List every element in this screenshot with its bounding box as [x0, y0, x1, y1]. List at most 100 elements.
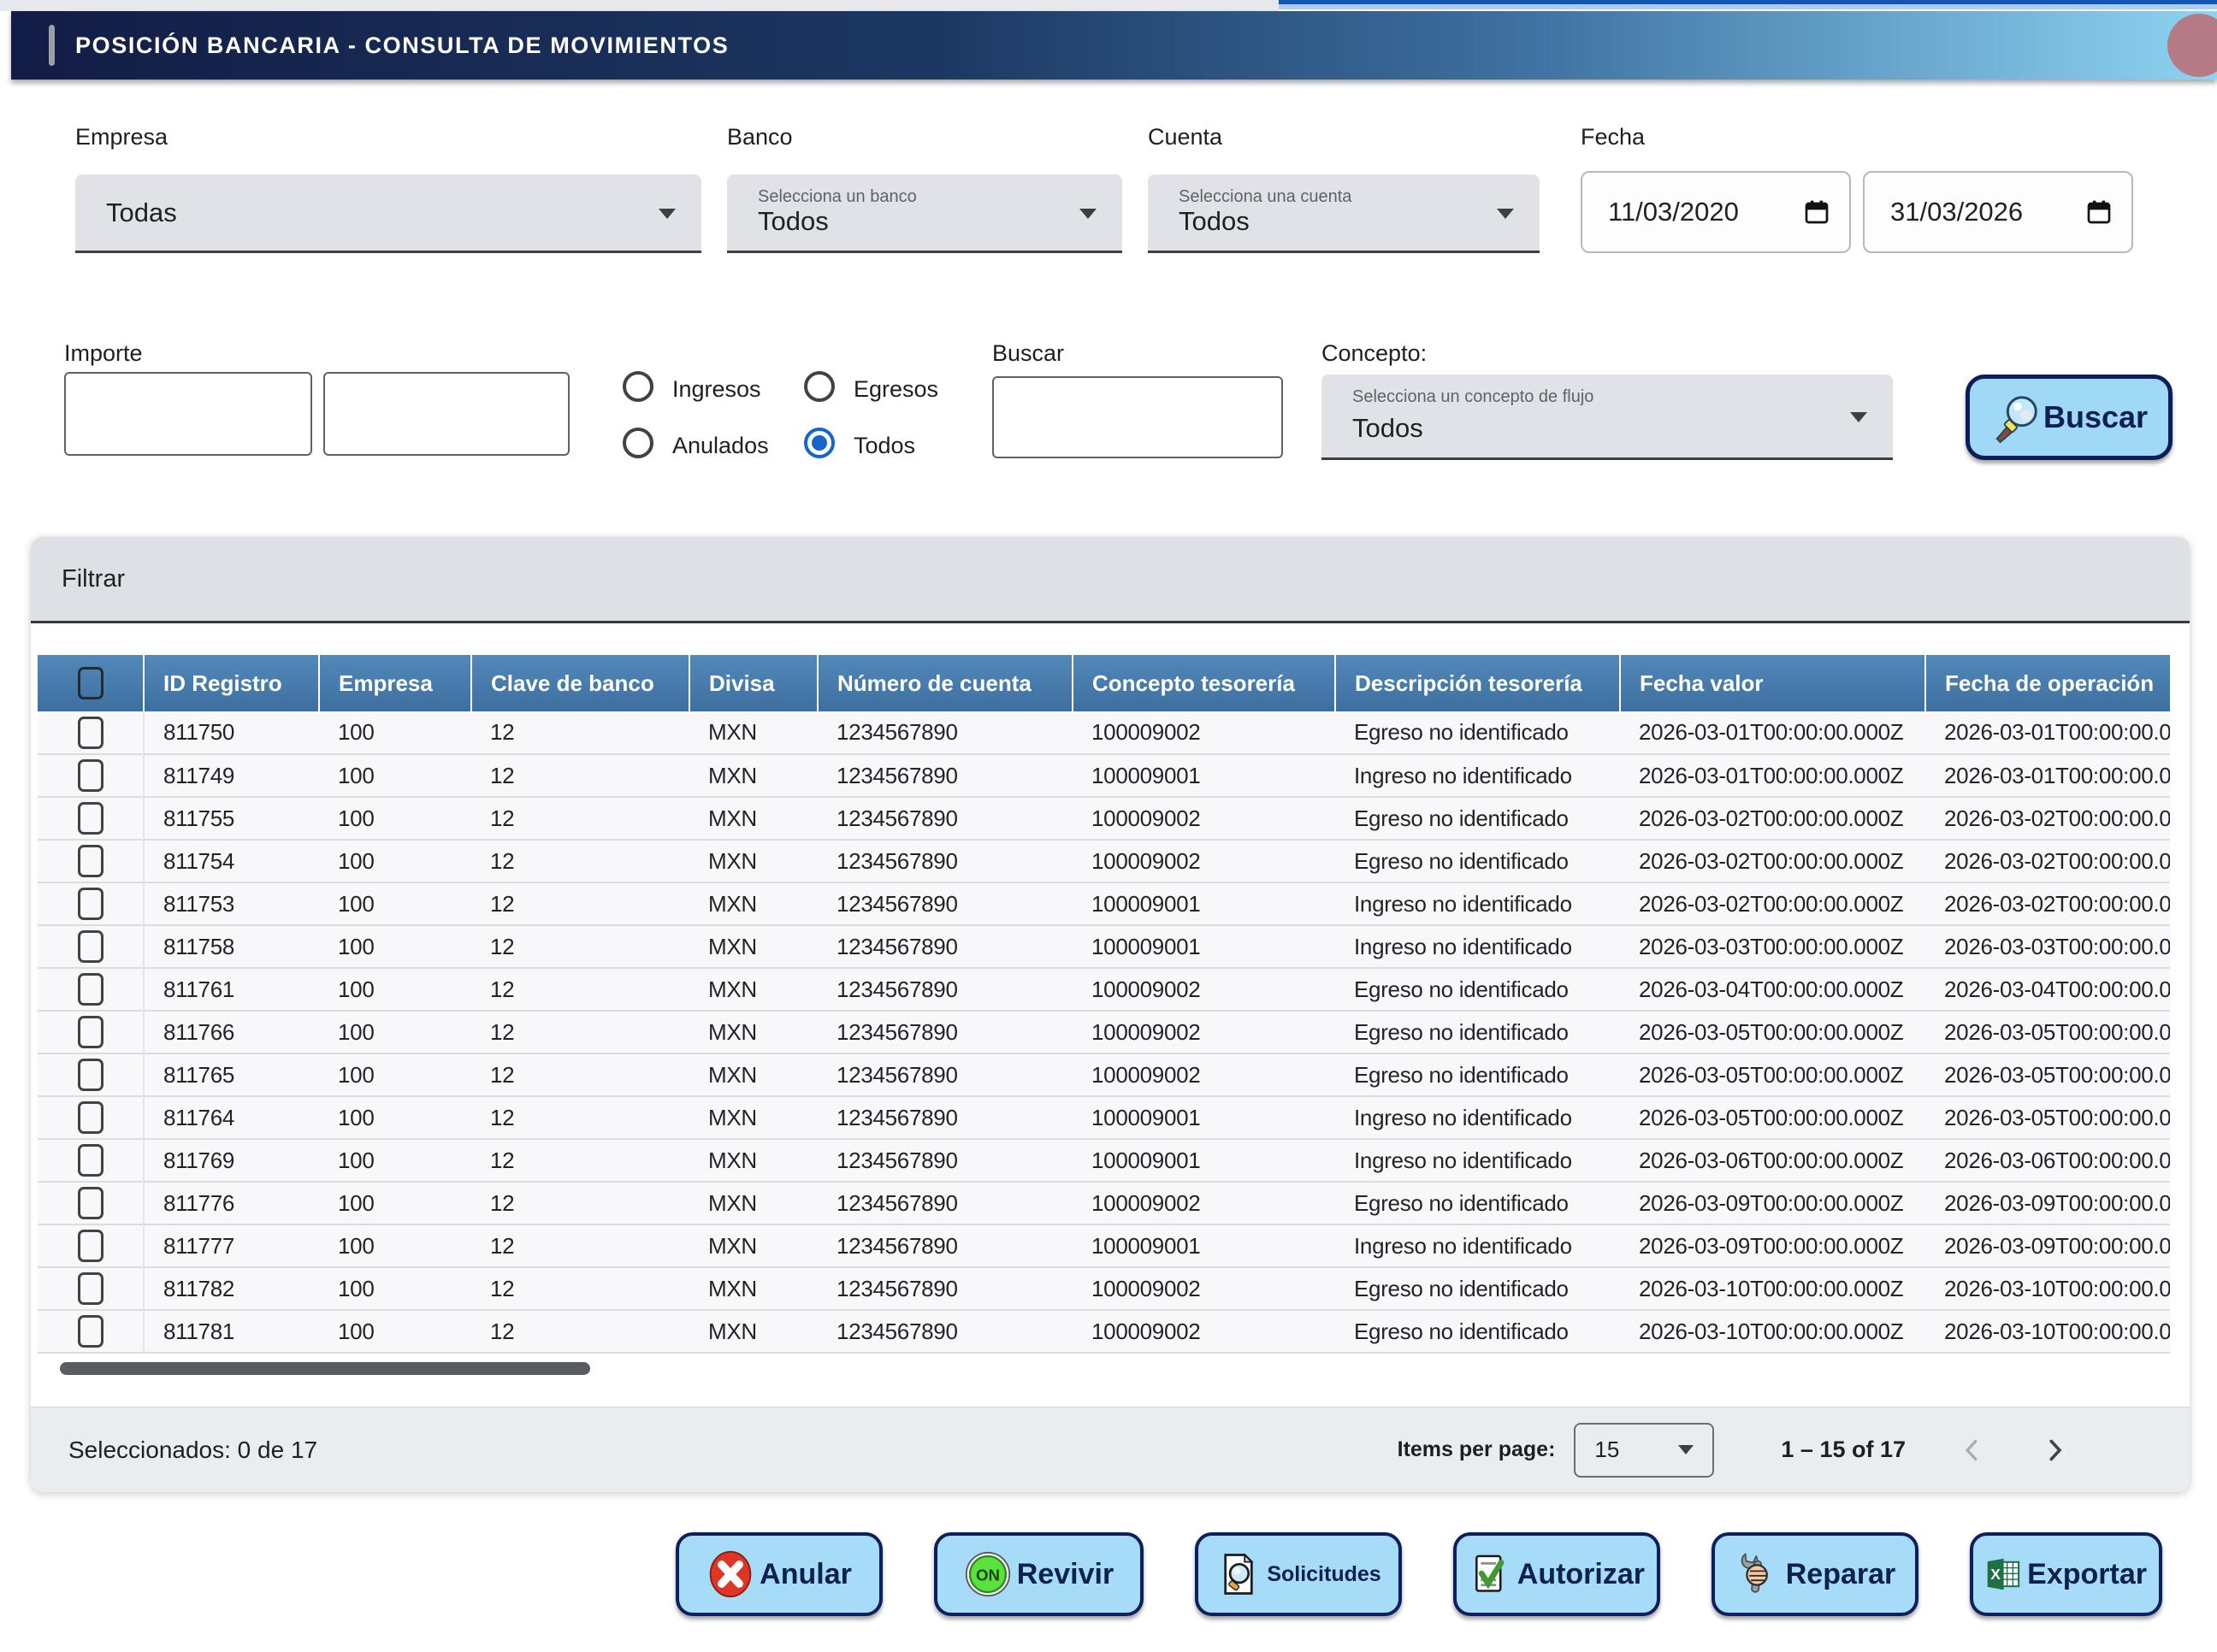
table-row[interactable]: 811769 100 12 MXN 1234567890 100009001 I… — [38, 1139, 2170, 1182]
table-row[interactable]: 811781 100 12 MXN 1234567890 100009002 E… — [38, 1310, 2170, 1353]
col-id-registro[interactable]: ID Registro — [144, 655, 320, 711]
table-row[interactable]: 811750 100 12 MXN 1234567890 100009002 E… — [38, 711, 2170, 754]
cell-clave-banco: 12 — [490, 1061, 515, 1088]
row-checkbox[interactable] — [77, 1016, 103, 1048]
cell-fecha-valor: 2026-03-06T00:00:00.000Z — [1639, 1147, 1904, 1173]
empresa-select[interactable]: Todas — [75, 174, 701, 253]
avatar[interactable] — [2167, 14, 2217, 77]
exportar-button[interactable]: X Exportar — [1970, 1532, 2162, 1616]
solicitudes-button[interactable]: Solicitudes — [1195, 1532, 1402, 1616]
cell-numero-cuenta: 1234567890 — [837, 1275, 958, 1301]
row-checkbox[interactable] — [77, 930, 103, 963]
cell-fecha-valor: 2026-03-10T00:00:00.000Z — [1639, 1275, 1904, 1301]
row-checkbox[interactable] — [77, 973, 103, 1006]
on-power-icon: ON — [965, 1551, 1010, 1597]
cell-divisa: MXN — [708, 933, 757, 959]
horizontal-scrollbar[interactable] — [38, 1362, 2170, 1376]
row-checkbox[interactable] — [77, 802, 103, 835]
table-row[interactable]: 811761 100 12 MXN 1234567890 100009002 E… — [38, 968, 2170, 1011]
col-clave-banco[interactable]: Clave de banco — [471, 655, 690, 711]
table-row[interactable]: 811749 100 12 MXN 1234567890 100009001 I… — [38, 754, 2170, 797]
table-body: 811750 100 12 MXN 1234567890 100009002 E… — [38, 711, 2170, 1353]
buscar-input[interactable] — [992, 376, 1283, 458]
banco-select[interactable]: Selecciona un banco Todos — [727, 174, 1122, 253]
cell-fecha-valor: 2026-03-02T00:00:00.000Z — [1639, 805, 1904, 831]
next-page-button[interactable] — [2039, 1435, 2070, 1466]
fecha-desde-field[interactable] — [1581, 171, 1851, 253]
cell-concepto-tesoreria: 100009002 — [1091, 719, 1201, 745]
magnifier-icon — [1995, 396, 2037, 444]
col-divisa[interactable]: Divisa — [689, 655, 819, 711]
importe-max-input[interactable] — [323, 372, 570, 456]
row-checkbox[interactable] — [77, 1315, 103, 1348]
cell-descripcion-tesoreria: Ingreso no identificado — [1354, 933, 1572, 959]
cell-descripcion-tesoreria: Egreso no identificado — [1354, 1275, 1569, 1301]
col-empresa[interactable]: Empresa — [319, 655, 472, 711]
cuenta-select[interactable]: Selecciona una cuenta Todos — [1148, 174, 1540, 253]
revivir-button[interactable]: ON Revivir — [934, 1532, 1144, 1616]
solicitudes-button-label: Solicitudes — [1267, 1561, 1381, 1586]
paginator-bar: Seleccionados: 0 de 17 Items per page: 1… — [31, 1407, 2190, 1492]
row-checkbox[interactable] — [77, 1101, 103, 1134]
fecha-hasta-input[interactable] — [1890, 197, 2085, 227]
cell-numero-cuenta: 1234567890 — [837, 976, 958, 1002]
previous-page-button[interactable] — [1957, 1435, 1988, 1466]
col-numero-cuenta[interactable]: Número de cuenta — [818, 655, 1073, 711]
items-per-page-select[interactable]: 15 — [1574, 1422, 1715, 1478]
reparar-button[interactable]: Reparar — [1712, 1532, 1918, 1616]
importe-min-input[interactable] — [64, 372, 312, 456]
table-row[interactable]: 811755 100 12 MXN 1234567890 100009002 E… — [38, 797, 2170, 840]
row-checkbox[interactable] — [77, 845, 103, 877]
fecha-desde-input[interactable] — [1608, 197, 1803, 227]
calendar-icon[interactable] — [2085, 198, 2113, 226]
anular-button-label: Anular — [760, 1557, 852, 1590]
row-checkbox[interactable] — [77, 759, 103, 792]
fecha-hasta-field[interactable] — [1863, 171, 2133, 253]
col-descripcion-tesoreria[interactable]: Descripción tesorería — [1335, 655, 1621, 711]
autorizar-button[interactable]: Autorizar — [1453, 1532, 1660, 1616]
table-row[interactable]: 811753 100 12 MXN 1234567890 100009001 I… — [38, 882, 2170, 925]
cell-divisa: MXN — [708, 1318, 757, 1344]
cell-fecha-valor: 2026-03-02T00:00:00.000Z — [1639, 890, 1904, 917]
row-checkbox[interactable] — [77, 1144, 103, 1177]
cell-id-registro: 811769 — [163, 1147, 235, 1173]
row-checkbox[interactable] — [77, 1272, 103, 1305]
col-concepto-tesoreria[interactable]: Concepto tesorería — [1073, 655, 1336, 711]
empresa-label: Empresa — [75, 124, 168, 150]
cell-clave-banco: 12 — [490, 762, 515, 788]
table-row[interactable]: 811764 100 12 MXN 1234567890 100009001 I… — [38, 1096, 2170, 1139]
cell-concepto-tesoreria: 100009002 — [1091, 1189, 1201, 1216]
table-row[interactable]: 811758 100 12 MXN 1234567890 100009001 I… — [38, 925, 2170, 968]
cell-fecha-valor: 2026-03-09T00:00:00.000Z — [1639, 1189, 1904, 1216]
col-fecha-operacion[interactable]: Fecha de operación — [1945, 670, 2155, 696]
table-row[interactable]: 811766 100 12 MXN 1234567890 100009002 E… — [38, 1011, 2170, 1053]
horizontal-scrollbar-thumb[interactable] — [60, 1362, 590, 1375]
row-checkbox[interactable] — [77, 1187, 103, 1219]
row-checkbox[interactable] — [77, 888, 103, 920]
row-checkbox[interactable] — [77, 1059, 103, 1091]
row-checkbox[interactable] — [77, 1230, 103, 1262]
col-fecha-valor[interactable]: Fecha valor — [1620, 655, 1926, 711]
movements-table-wrap[interactable]: ID Registro Empresa Clave de banco Divis… — [38, 655, 2170, 1354]
cuenta-placeholder: Selecciona una cuenta — [1179, 187, 1352, 206]
radio-egresos[interactable] — [804, 371, 835, 402]
radio-ingresos[interactable] — [623, 371, 653, 402]
table-row[interactable]: 811754 100 12 MXN 1234567890 100009002 E… — [38, 840, 2170, 882]
radio-todos[interactable] — [804, 428, 835, 458]
filtrar-panel-header[interactable]: Filtrar — [31, 537, 2190, 623]
row-checkbox[interactable] — [77, 716, 103, 749]
concepto-select[interactable]: Selecciona un concepto de flujo Todos — [1321, 375, 1893, 460]
table-row[interactable]: 811777 100 12 MXN 1234567890 100009001 I… — [38, 1224, 2170, 1267]
cell-empresa: 100 — [338, 1061, 375, 1088]
select-all-checkbox[interactable] — [77, 667, 103, 699]
radio-anulados[interactable] — [623, 428, 653, 458]
table-row[interactable]: 811782 100 12 MXN 1234567890 100009002 E… — [38, 1267, 2170, 1310]
buscar-button[interactable]: Buscar — [1966, 375, 2173, 460]
calendar-icon[interactable] — [1803, 198, 1830, 226]
anular-button[interactable]: Anular — [676, 1532, 883, 1616]
reparar-button-label: Reparar — [1785, 1557, 1896, 1590]
cell-id-registro: 811754 — [163, 847, 235, 874]
table-row[interactable]: 811776 100 12 MXN 1234567890 100009002 E… — [38, 1182, 2170, 1224]
cell-clave-banco: 12 — [490, 890, 515, 917]
table-row[interactable]: 811765 100 12 MXN 1234567890 100009002 E… — [38, 1053, 2170, 1096]
